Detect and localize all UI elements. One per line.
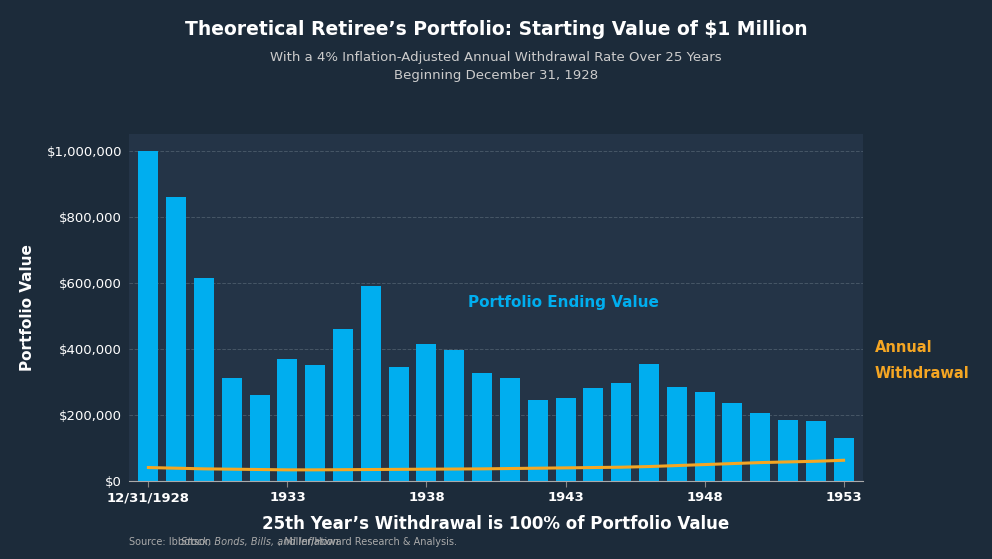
Bar: [194, 278, 214, 481]
Text: Portfolio Ending Value: Portfolio Ending Value: [468, 295, 659, 310]
Bar: [417, 344, 436, 481]
Bar: [500, 378, 520, 481]
Bar: [778, 420, 798, 481]
Bar: [222, 378, 242, 481]
Text: Source: Ibbotson: Source: Ibbotson: [129, 537, 214, 547]
Text: Withdrawal: Withdrawal: [875, 366, 970, 381]
Bar: [139, 151, 159, 481]
Bar: [806, 421, 825, 481]
Bar: [722, 403, 742, 481]
Bar: [167, 197, 186, 481]
Bar: [556, 398, 575, 481]
Text: Stock, Bonds, Bills, and Inflation: Stock, Bonds, Bills, and Inflation: [181, 537, 338, 547]
Text: With a 4% Inflation-Adjusted Annual Withdrawal Rate Over 25 Years: With a 4% Inflation-Adjusted Annual With…: [270, 51, 722, 64]
Bar: [333, 329, 353, 481]
Bar: [528, 400, 548, 481]
Bar: [639, 363, 659, 481]
Bar: [278, 359, 298, 481]
Bar: [361, 286, 381, 481]
Text: Theoretical Retiree’s Portfolio: Starting Value of $1 Million: Theoretical Retiree’s Portfolio: Startin…: [185, 20, 807, 39]
Bar: [306, 365, 325, 481]
Bar: [583, 389, 603, 481]
Bar: [833, 438, 853, 481]
Bar: [611, 383, 631, 481]
Y-axis label: Portfolio Value: Portfolio Value: [21, 244, 36, 371]
Bar: [250, 395, 270, 481]
X-axis label: 25th Year’s Withdrawal is 100% of Portfolio Value: 25th Year’s Withdrawal is 100% of Portfo…: [262, 515, 730, 533]
Bar: [694, 392, 714, 481]
Text: Beginning December 31, 1928: Beginning December 31, 1928: [394, 69, 598, 82]
Bar: [750, 413, 770, 481]
Text: Annual: Annual: [875, 340, 932, 355]
Text: ; Miller/Howard Research & Analysis.: ; Miller/Howard Research & Analysis.: [278, 537, 456, 547]
Bar: [667, 387, 686, 481]
Bar: [444, 350, 464, 481]
Bar: [389, 367, 409, 481]
Bar: [472, 373, 492, 481]
